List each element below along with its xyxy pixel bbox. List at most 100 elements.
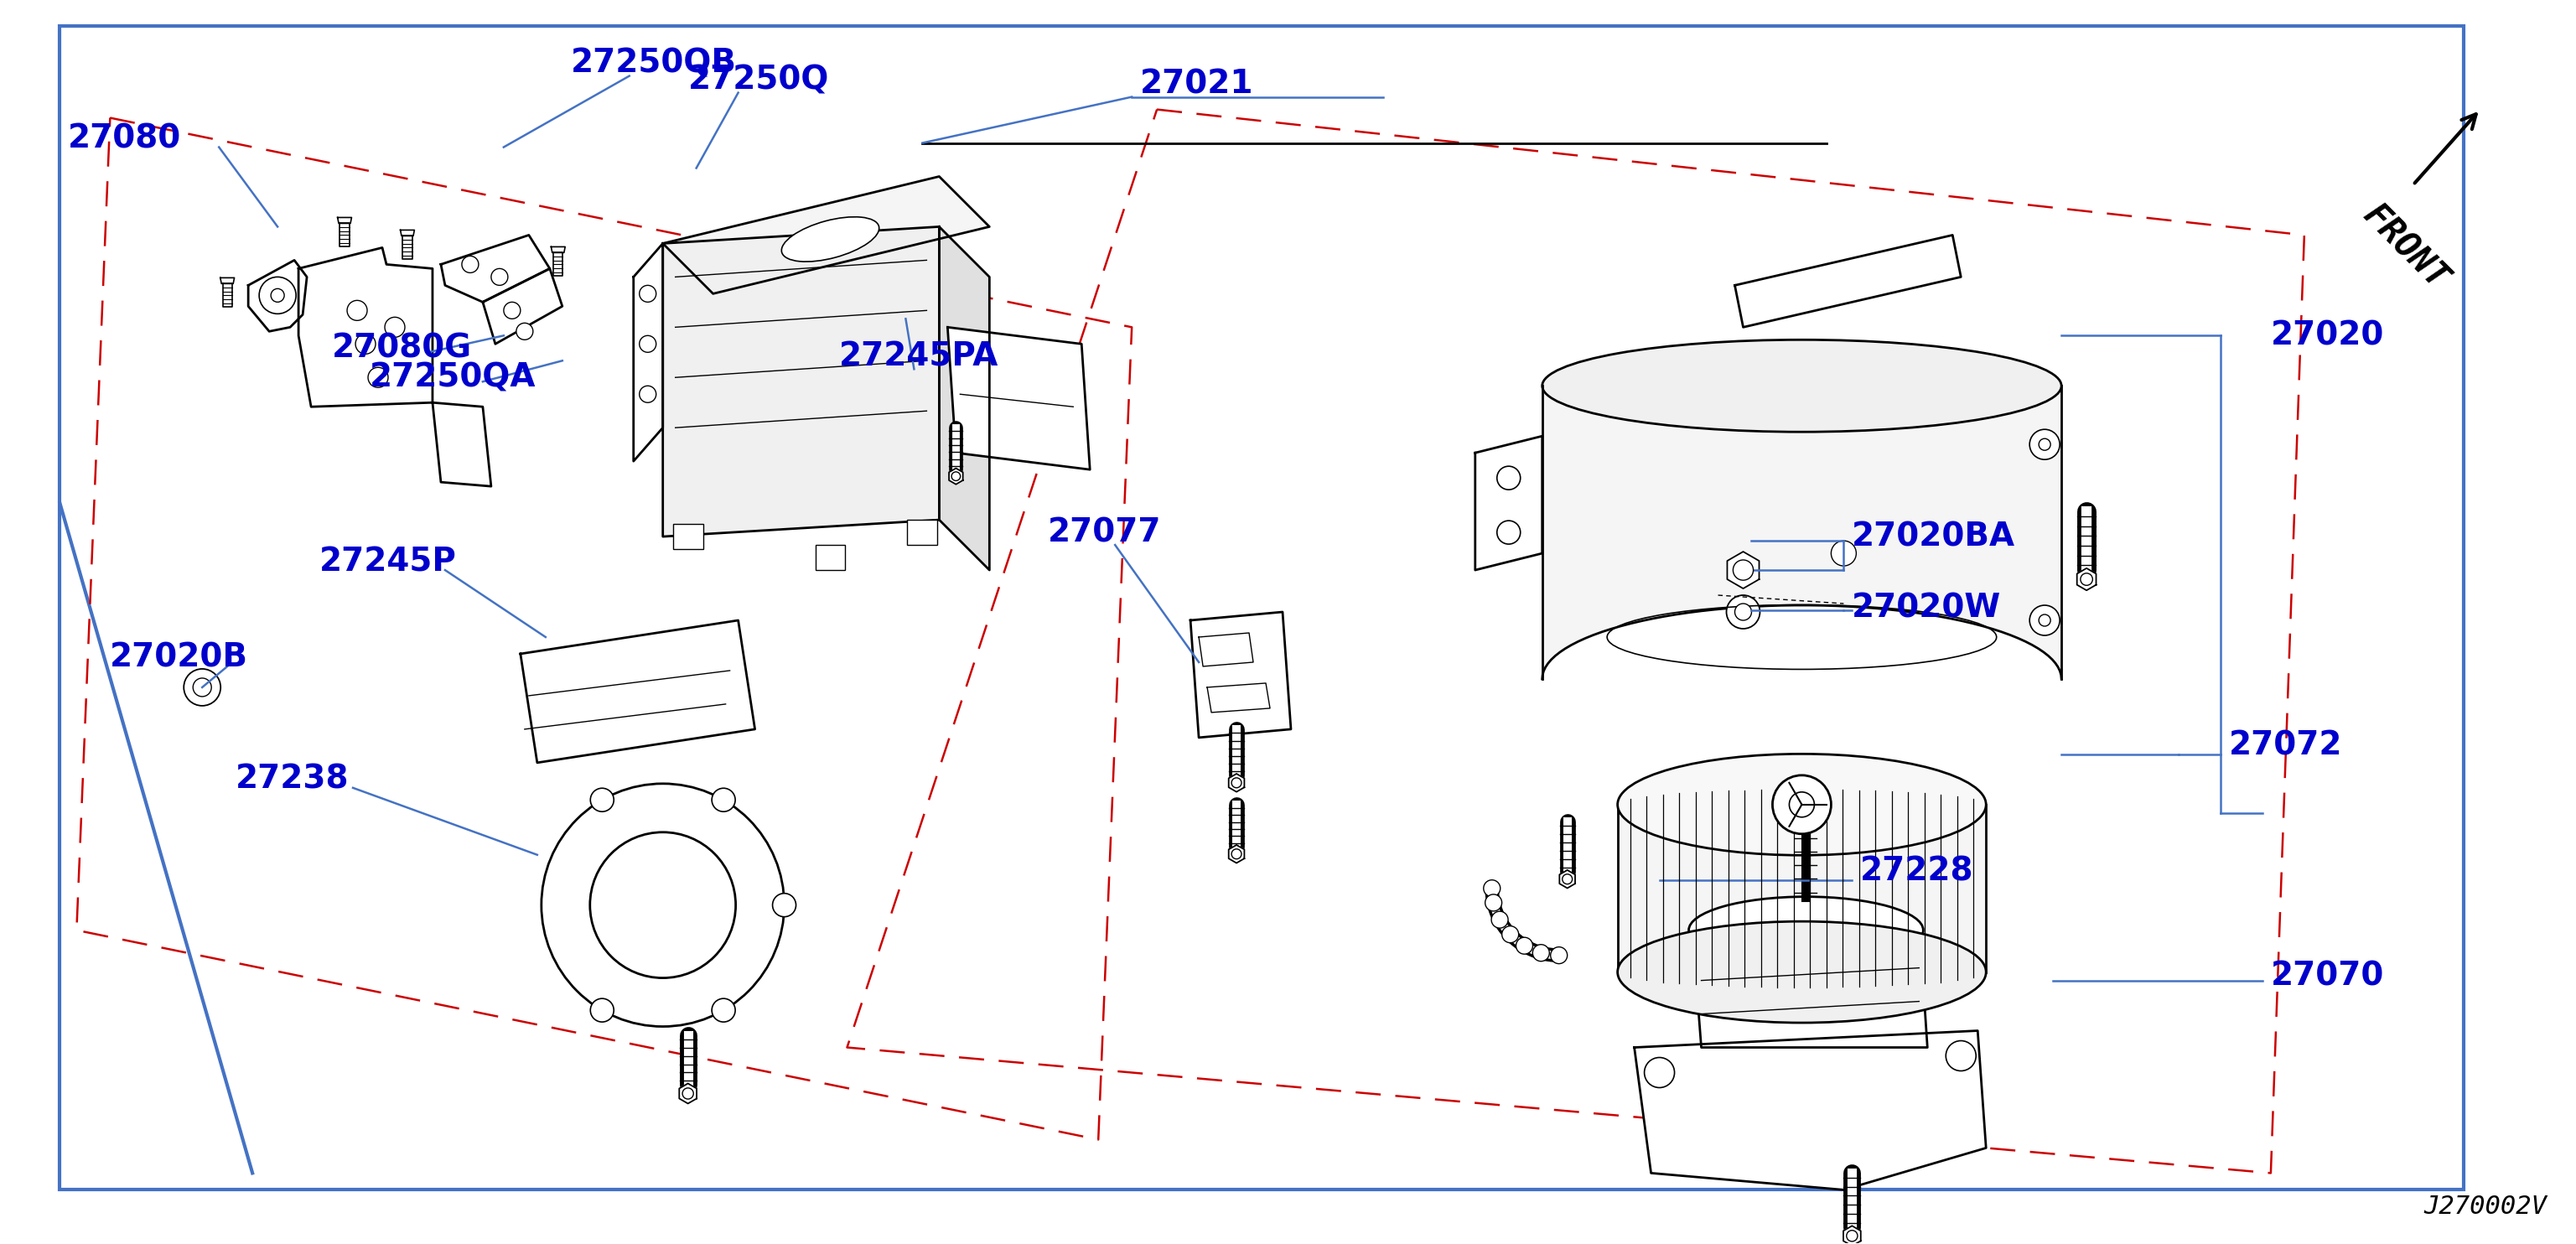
Text: 27245PA: 27245PA [840, 341, 999, 372]
Polygon shape [340, 224, 350, 246]
Circle shape [1231, 778, 1242, 787]
Bar [814, 545, 845, 570]
Circle shape [1517, 938, 1533, 954]
Circle shape [680, 532, 696, 546]
Text: 27238: 27238 [234, 764, 350, 795]
Polygon shape [1229, 845, 1244, 863]
Ellipse shape [1618, 754, 1986, 855]
Polygon shape [948, 468, 963, 484]
Circle shape [1497, 521, 1520, 544]
Polygon shape [1692, 922, 1927, 1047]
Circle shape [914, 529, 930, 541]
Circle shape [683, 1088, 693, 1098]
Polygon shape [1558, 870, 1574, 888]
Text: J270002V: J270002V [2424, 1194, 2548, 1219]
Circle shape [951, 471, 961, 480]
Polygon shape [247, 260, 307, 331]
Circle shape [1497, 466, 1520, 490]
Circle shape [1734, 603, 1752, 621]
Circle shape [1484, 880, 1499, 897]
Circle shape [711, 789, 734, 811]
Polygon shape [1543, 386, 2061, 679]
Ellipse shape [1618, 922, 1986, 1023]
Polygon shape [1844, 1225, 1860, 1244]
Circle shape [1561, 875, 1571, 884]
Circle shape [639, 285, 657, 302]
Circle shape [260, 277, 296, 313]
Circle shape [355, 333, 376, 355]
Text: 27250QA: 27250QA [371, 362, 536, 393]
Polygon shape [337, 218, 350, 224]
Polygon shape [1208, 683, 1270, 713]
Polygon shape [940, 226, 989, 570]
Polygon shape [680, 1084, 696, 1103]
Circle shape [1734, 560, 1754, 580]
Text: 27228: 27228 [1860, 856, 1973, 887]
Polygon shape [1618, 805, 1986, 972]
Polygon shape [1633, 1031, 1986, 1189]
Circle shape [348, 300, 368, 321]
Text: 27020W: 27020W [1852, 592, 2002, 623]
Polygon shape [440, 235, 549, 302]
Ellipse shape [1690, 897, 1924, 964]
Text: FRONT: FRONT [2354, 198, 2455, 296]
Text: 27072: 27072 [2228, 730, 2342, 761]
Circle shape [590, 999, 613, 1023]
Circle shape [1847, 1230, 1857, 1242]
Text: 27245P: 27245P [319, 546, 456, 577]
Text: 27021: 27021 [1141, 68, 1255, 101]
Polygon shape [1190, 612, 1291, 738]
Circle shape [541, 784, 783, 1026]
Polygon shape [2076, 569, 2097, 591]
Circle shape [590, 832, 737, 978]
Text: 27250QB: 27250QB [572, 47, 737, 80]
Circle shape [505, 302, 520, 318]
Bar [907, 520, 938, 545]
Text: 27020BA: 27020BA [1852, 521, 2014, 552]
Circle shape [492, 269, 507, 285]
Circle shape [1502, 926, 1520, 943]
Text: 27080: 27080 [67, 123, 180, 154]
Circle shape [2038, 615, 2050, 626]
Polygon shape [1734, 235, 1960, 327]
Polygon shape [948, 327, 1090, 469]
Polygon shape [222, 277, 234, 284]
Polygon shape [1198, 633, 1255, 667]
Circle shape [1772, 775, 1832, 833]
Polygon shape [520, 621, 755, 763]
Circle shape [590, 789, 613, 811]
Text: 27020: 27020 [2272, 320, 2385, 352]
Circle shape [1486, 894, 1502, 911]
Circle shape [515, 323, 533, 340]
Bar [672, 524, 703, 549]
Polygon shape [402, 236, 412, 259]
Text: 27077: 27077 [1048, 516, 1162, 549]
Polygon shape [1229, 774, 1244, 792]
Ellipse shape [781, 216, 878, 261]
Circle shape [2030, 429, 2061, 459]
Polygon shape [662, 226, 940, 536]
Circle shape [2030, 606, 2061, 636]
Circle shape [1726, 595, 1759, 628]
Circle shape [1790, 792, 1814, 817]
Polygon shape [634, 244, 662, 462]
Text: 27070: 27070 [2272, 960, 2385, 993]
Circle shape [1832, 541, 1857, 566]
Circle shape [183, 669, 222, 705]
Polygon shape [1728, 551, 1759, 588]
Circle shape [270, 289, 283, 302]
Text: 27080G: 27080G [332, 332, 471, 364]
Circle shape [1492, 912, 1507, 928]
Text: 27020B: 27020B [111, 642, 247, 674]
Circle shape [711, 999, 734, 1023]
Polygon shape [299, 248, 433, 407]
Circle shape [2081, 573, 2092, 586]
Circle shape [368, 367, 389, 387]
Polygon shape [399, 230, 415, 236]
Circle shape [461, 256, 479, 272]
Circle shape [1231, 848, 1242, 858]
Text: 27250Q: 27250Q [688, 65, 829, 96]
Polygon shape [551, 246, 564, 253]
Circle shape [824, 554, 837, 567]
Circle shape [1945, 1041, 1976, 1071]
